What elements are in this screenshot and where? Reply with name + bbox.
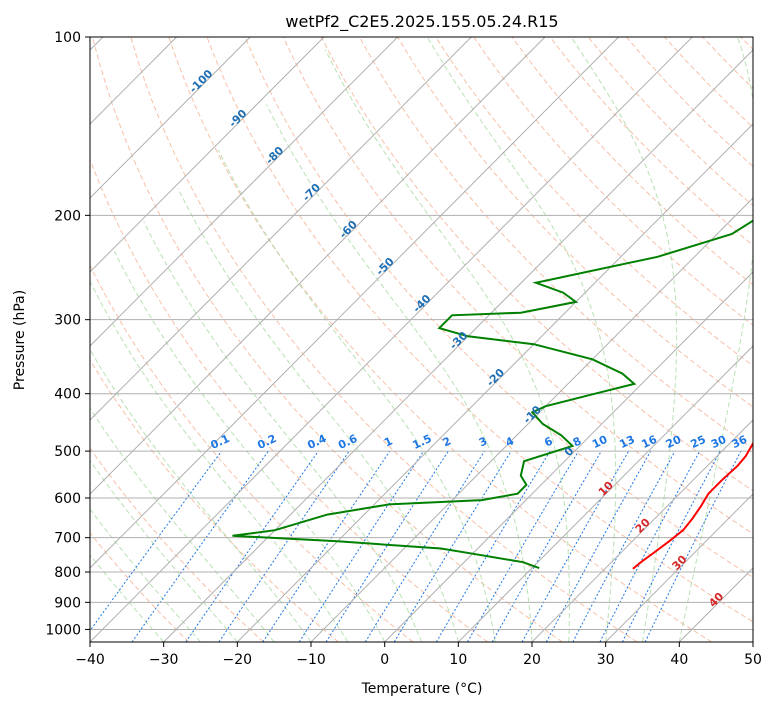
- mixing-ratio-line: [521, 450, 630, 642]
- dry-adiabat-line: [90, 158, 488, 642]
- grid-lines: [90, 37, 753, 642]
- x-tick-label: 30: [597, 652, 615, 668]
- dry-adiabat-line: [90, 447, 264, 642]
- x-tick-label: 20: [523, 652, 541, 668]
- mixing-ratio-label: 10: [590, 433, 610, 451]
- y-axis-label: Pressure (hPa): [12, 290, 28, 390]
- x-tick-label: −10: [296, 652, 326, 668]
- mixing-ratio-line: [325, 450, 449, 642]
- mixing-ratio-label: 25: [689, 433, 708, 451]
- x-axis-label: Temperature (°C): [361, 681, 483, 697]
- dry-adiabat-line: [90, 264, 414, 642]
- mixing-ratio-line: [364, 450, 486, 642]
- mixing-ratio-line: [393, 450, 512, 642]
- profile-line: [632, 441, 753, 570]
- isotherm-line: [384, 271, 753, 642]
- x-tick-label: −20: [223, 652, 253, 668]
- mixing-ratio-label: 20: [664, 433, 684, 451]
- x-axis-ticks: −40 −30 −20 −10 0 10 20 30 40 50: [75, 642, 762, 668]
- isotherm-line: [310, 197, 753, 642]
- mixing-ratio-line: [262, 450, 391, 642]
- moist-adiabat-line: [90, 407, 275, 642]
- dry-adiabat-line: [90, 532, 190, 642]
- mixing-ratio-line: [644, 450, 742, 642]
- x-tick-label: 40: [670, 652, 688, 668]
- mixing-ratio-line: [90, 450, 223, 632]
- mixing-ratio-label: 13: [617, 433, 636, 451]
- moist-adiabat-line: [266, 104, 533, 642]
- mixing-ratio-line: [185, 450, 319, 642]
- isotherm-line: [605, 493, 753, 642]
- isotherm-line: [90, 37, 693, 642]
- dry-adiabat-line: [130, 37, 638, 642]
- mixing-ratio-line: [218, 450, 350, 642]
- background-lines: [90, 37, 753, 642]
- y-tick-label: 1000: [45, 622, 81, 638]
- moist-adiabat-line: [143, 221, 422, 642]
- dry-adiabat-line: [320, 37, 753, 492]
- moist-adiabat-line: [426, 37, 617, 642]
- mixing-ratio-label: 16: [640, 433, 660, 451]
- isotherm-line: [163, 49, 753, 642]
- dry-adiabat-line: [92, 37, 563, 642]
- x-tick-label: 50: [744, 652, 762, 668]
- y-tick-label: 800: [54, 565, 81, 581]
- y-tick-label: 100: [54, 30, 81, 46]
- dry-adiabat-line: [206, 37, 753, 623]
- dry-adiabat-line: [282, 37, 753, 535]
- dry-adiabat-line: [435, 37, 753, 367]
- isotherm-line: [90, 37, 619, 569]
- mixing-ratio-line: [621, 450, 721, 642]
- y-tick-label: 900: [54, 595, 81, 611]
- isotherm-line: [90, 37, 251, 199]
- dry-adiabat-line: [168, 37, 712, 642]
- y-axis-ticks: 100 200 300 400 500 600 700 800 900 1000: [45, 30, 90, 638]
- moist-adiabat-line: [324, 49, 570, 642]
- y-tick-label: 200: [54, 208, 81, 224]
- chart-title: wetPf2_C2E5.2025.155.05.24.R15: [285, 12, 558, 32]
- series-group: [232, 219, 753, 570]
- y-tick-label: 400: [54, 387, 81, 403]
- y-tick-label: 300: [54, 313, 81, 329]
- moist-adiabat-line: [678, 37, 753, 642]
- isotherm-line: [90, 37, 398, 347]
- moist-adiabat-line: [113, 251, 386, 642]
- mixing-ratio-line: [298, 450, 425, 642]
- moist-adiabat-line: [90, 459, 238, 642]
- isotherm-line: [531, 419, 753, 642]
- profile-line: [232, 219, 753, 570]
- mixing-ratio-line: [572, 450, 676, 642]
- isotherm-line: [90, 37, 325, 273]
- dry-adiabat-line: [473, 37, 753, 326]
- y-tick-label: 500: [54, 444, 81, 460]
- y-tick-label: 600: [54, 491, 81, 507]
- mixing-ratio-label: 30: [709, 433, 729, 451]
- moist-adiabat-line: [570, 37, 678, 642]
- x-tick-label: 0: [380, 652, 389, 668]
- mixing-ratio-line: [545, 450, 652, 642]
- x-tick-label: 10: [449, 652, 467, 668]
- plot-frame: [89, 36, 754, 643]
- mixing-ratio-label: 36: [730, 433, 750, 451]
- isotherm-line: [90, 37, 472, 421]
- moist-adiabat-line: [177, 187, 459, 642]
- moist-adiabat-line: [90, 348, 312, 642]
- dry-adiabat-line: [90, 358, 339, 642]
- y-tick-label: 700: [54, 531, 81, 547]
- isotherm-line: [457, 345, 753, 642]
- x-tick-label: −40: [75, 652, 105, 668]
- isotherm-line: [90, 37, 546, 495]
- moist-adiabat-line: [90, 280, 349, 642]
- x-tick-label: −30: [149, 652, 179, 668]
